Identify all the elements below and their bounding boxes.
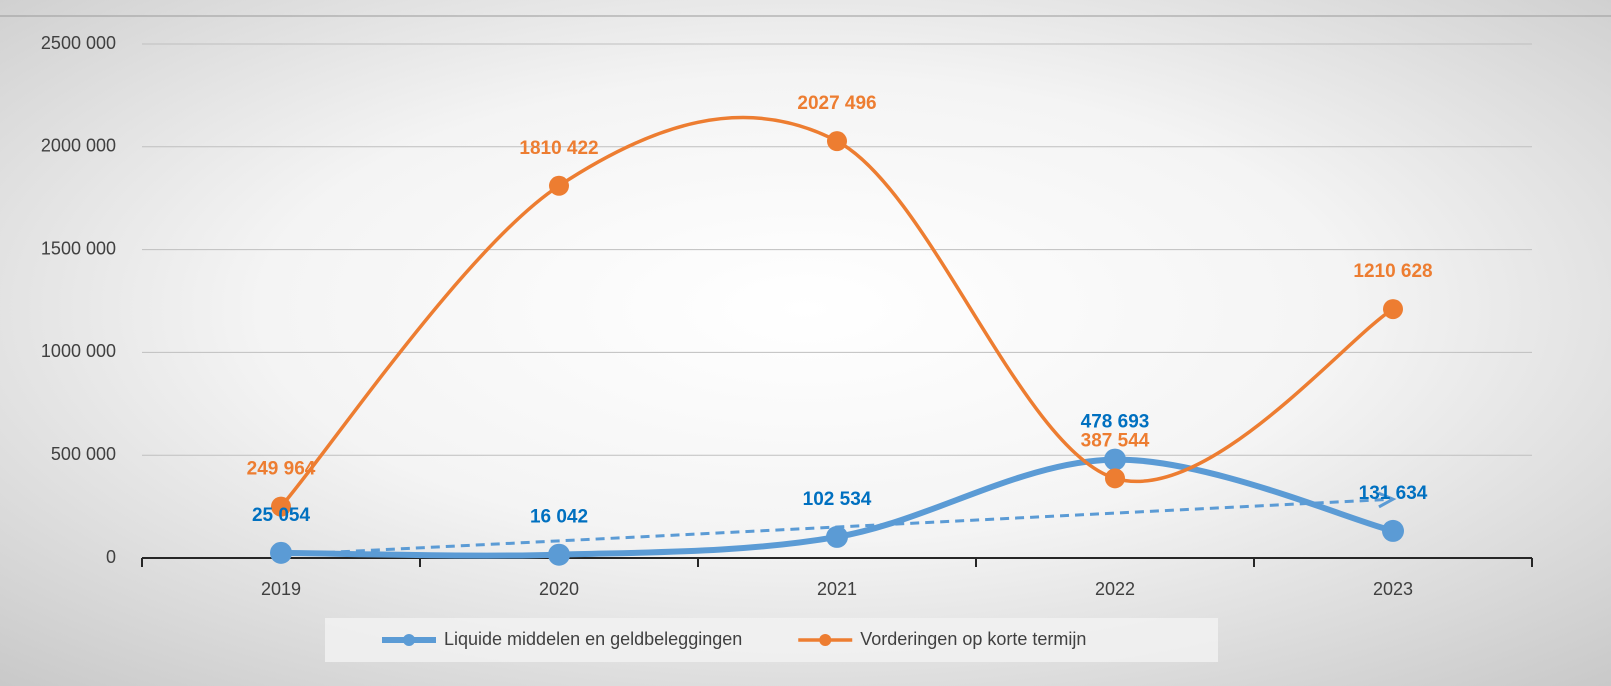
data-label: 16 042 [530, 507, 588, 528]
data-point [548, 543, 570, 566]
y-tick-label: 500 000 [51, 444, 116, 464]
x-tick-label: 2019 [261, 579, 301, 599]
data-label: 1810 422 [519, 138, 598, 159]
legend-label: Liquide middelen en geldbeleggingen [444, 629, 742, 649]
data-label: 249 964 [247, 459, 316, 480]
data-label: 131 634 [1359, 483, 1428, 504]
data-point [549, 175, 569, 196]
y-tick-label: 1500 000 [41, 238, 116, 258]
trendline-arrow [1377, 491, 1397, 509]
data-label: 2027 496 [797, 93, 876, 114]
data-point [270, 541, 292, 564]
data-label: 25 054 [252, 505, 311, 526]
data-point [1382, 519, 1404, 542]
x-tick-label: 2022 [1095, 579, 1135, 599]
data-point [826, 525, 848, 548]
data-point [1383, 299, 1403, 320]
legend-box [325, 618, 1218, 662]
y-tick-label: 2000 000 [41, 136, 116, 156]
data-label: 102 534 [803, 489, 872, 510]
y-tick-label: 0 [106, 547, 116, 567]
data-point [271, 496, 291, 517]
data-point [1105, 468, 1125, 489]
legend-label: Vorderingen op korte termijn [860, 629, 1086, 649]
y-tick-label: 2500 000 [41, 33, 116, 53]
y-tick-label: 1000 000 [41, 341, 116, 361]
data-label: 387 544 [1081, 430, 1150, 451]
legend-marker [403, 634, 415, 646]
x-tick-label: 2020 [539, 579, 579, 599]
x-tick-label: 2021 [817, 579, 857, 599]
data-label: 478 693 [1081, 412, 1150, 433]
data-label: 1210 628 [1353, 261, 1432, 282]
data-point [827, 131, 847, 152]
data-point [1104, 448, 1126, 471]
x-tick-label: 2023 [1373, 579, 1413, 599]
legend-marker [819, 634, 832, 646]
